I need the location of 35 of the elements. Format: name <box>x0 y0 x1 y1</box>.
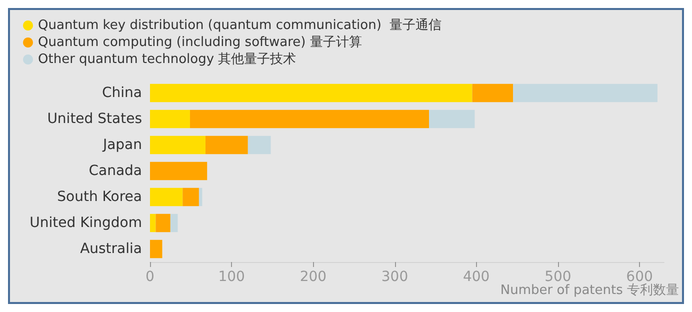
y-tick-label: Japan <box>102 137 142 153</box>
bar <box>150 136 206 154</box>
bar <box>472 84 514 102</box>
bar <box>205 136 248 154</box>
legend-label: Quantum computing (including software) 量子计算 <box>38 35 362 50</box>
y-tick-label: Australia <box>80 241 142 257</box>
y-tick-label: Canada <box>88 163 142 179</box>
x-tick-label: 500 <box>544 269 572 285</box>
bar <box>156 214 170 232</box>
y-tick-label: United States <box>47 111 142 127</box>
x-tick-label: 0 <box>146 269 154 285</box>
legend-label: Quantum key distribution (quantum communication) 量子通信 <box>38 18 442 33</box>
bar <box>150 188 183 206</box>
bar <box>170 214 178 232</box>
x-axis-title: Number of patents 专利数量 <box>500 283 679 298</box>
x-tick-label: 100 <box>218 269 245 285</box>
x-tick-label: 300 <box>381 269 408 285</box>
bar <box>150 214 156 232</box>
x-tick-label: 200 <box>300 269 327 285</box>
legend-label: Other quantum technology 其他量子技术 <box>38 52 296 67</box>
bar <box>248 136 271 154</box>
bar <box>429 110 475 128</box>
bar <box>150 162 208 180</box>
bar <box>150 110 190 128</box>
x-tick-label: 400 <box>462 269 490 285</box>
bar <box>198 188 202 206</box>
bar <box>190 110 430 128</box>
y-tick-label: China <box>102 85 142 101</box>
x-tick-label: 600 <box>626 269 653 285</box>
y-tick-label: South Korea <box>57 189 142 205</box>
y-tick-label: United Kingdom <box>30 215 142 231</box>
bar <box>182 188 199 206</box>
bar <box>513 84 658 102</box>
bar <box>150 240 162 258</box>
bar <box>150 84 472 102</box>
